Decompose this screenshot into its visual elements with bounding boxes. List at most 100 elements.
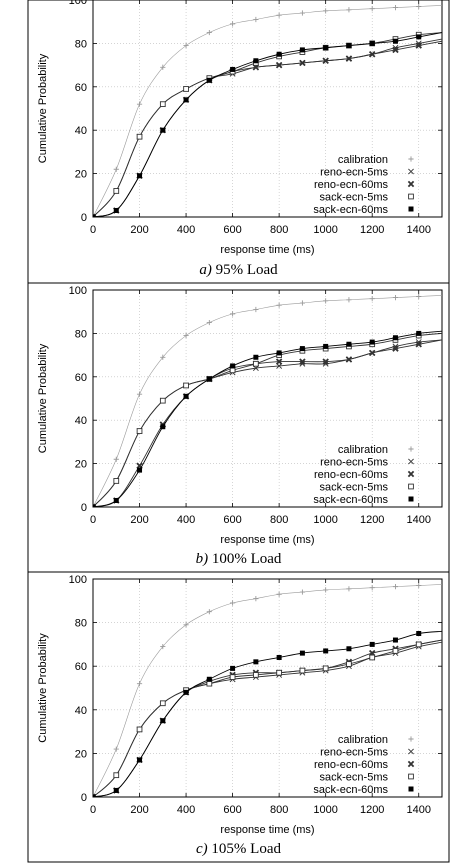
legend-label: sack-ecn-60ms	[313, 784, 388, 796]
series-sack-ecn-5ms	[93, 31, 442, 217]
data-point	[345, 55, 353, 62]
series-sack-ecn-5ms	[93, 639, 442, 797]
data-point	[136, 681, 143, 687]
y-tick-label: 0	[81, 792, 87, 804]
x-tick-label: 400	[177, 804, 195, 816]
legend-marker	[408, 786, 414, 792]
data-point	[276, 302, 282, 308]
y-tick-label: 60	[75, 661, 87, 673]
data-point	[206, 29, 212, 36]
legend-marker	[408, 748, 414, 755]
series-line	[93, 40, 442, 217]
data-point	[368, 51, 376, 58]
series-line	[93, 32, 442, 217]
data-point	[369, 654, 376, 661]
data-point	[113, 188, 120, 194]
y-tick-label: 0	[81, 212, 87, 224]
series-sack-ecn-60ms	[93, 32, 442, 217]
data-point	[160, 354, 166, 360]
series-reno-ecn-5ms	[93, 641, 442, 797]
data-point	[136, 391, 143, 397]
legend-marker	[408, 496, 414, 502]
data-point	[230, 363, 236, 369]
data-point	[93, 504, 96, 507]
data-point	[299, 667, 306, 674]
data-point	[276, 12, 282, 18]
y-tick-label: 20	[75, 748, 87, 760]
data-point	[276, 350, 282, 356]
y-tick-label: 40	[75, 705, 87, 717]
data-point	[392, 584, 399, 590]
data-point	[206, 609, 212, 615]
legend-marker	[408, 458, 414, 465]
data-point	[93, 794, 96, 797]
data-point	[275, 358, 283, 365]
series-line	[93, 32, 442, 217]
data-point	[160, 64, 166, 70]
legend-marker	[408, 156, 414, 162]
data-point	[229, 367, 236, 374]
legend-marker	[408, 736, 414, 742]
data-point	[299, 300, 305, 306]
x-axis-label: response time (ms)	[220, 244, 314, 256]
data-point	[369, 585, 375, 591]
y-tick-label: 20	[75, 169, 87, 181]
data-point	[206, 680, 213, 687]
x-tick-label: 1400	[406, 804, 430, 816]
data-point	[346, 586, 352, 592]
y-tick-label: 80	[75, 328, 87, 340]
data-point	[183, 393, 189, 399]
legend-label: calibration	[338, 444, 388, 456]
data-point	[392, 648, 399, 654]
series-line	[93, 339, 442, 507]
plot-area	[92, 0, 443, 218]
data-point	[322, 358, 329, 365]
legend-label: calibration	[338, 154, 388, 166]
legend-label: reno-ecn-5ms	[320, 457, 388, 469]
x-tick-label: 0	[90, 514, 96, 526]
legend-label: reno-ecn-60ms	[314, 469, 388, 481]
panel-caption: b) 100% Load	[196, 551, 282, 567]
series-sack-ecn-60ms	[93, 330, 442, 507]
data-point	[230, 665, 236, 671]
series-line	[93, 295, 442, 507]
data-point	[160, 718, 166, 724]
data-point	[323, 298, 329, 304]
data-point	[346, 7, 352, 13]
data-point	[276, 654, 282, 660]
x-tick-label: 1000	[313, 514, 337, 526]
data-point	[206, 376, 212, 382]
series-reno-ecn-60ms	[93, 639, 442, 797]
data-point	[369, 641, 375, 647]
caption-prefix: a)	[199, 262, 212, 278]
panel-frame	[27, 282, 450, 573]
data-point	[253, 596, 259, 602]
data-point	[113, 497, 119, 503]
y-tick-label: 100	[69, 0, 87, 7]
x-tick-label: 600	[223, 514, 241, 526]
data-point	[346, 341, 352, 347]
data-point	[229, 674, 236, 680]
data-point	[416, 631, 422, 636]
series-line	[93, 630, 442, 797]
data-point	[299, 358, 306, 365]
series-line	[93, 5, 442, 217]
legend-marker	[408, 206, 414, 212]
data-point	[392, 294, 399, 301]
x-tick-label: 1000	[313, 804, 337, 816]
legend-marker	[407, 760, 415, 768]
data-point	[299, 47, 305, 53]
series-sack-ecn-60ms	[93, 630, 442, 797]
data-point	[275, 61, 283, 69]
data-point	[160, 127, 166, 133]
data-point	[253, 659, 259, 665]
legend-marker	[407, 180, 415, 188]
data-point	[368, 349, 376, 357]
series-calibration	[93, 582, 442, 797]
data-point	[416, 34, 422, 40]
data-point	[159, 700, 166, 707]
legend-label: sack-ecn-60ms	[313, 204, 388, 216]
data-point	[322, 665, 329, 672]
